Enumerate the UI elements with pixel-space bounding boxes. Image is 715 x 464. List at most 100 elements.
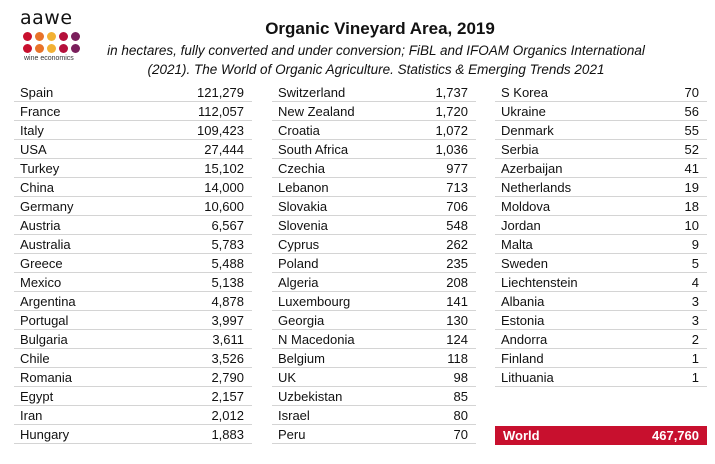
area-value: 2,012 (211, 407, 244, 423)
table-row: Slovakia 706 (272, 197, 476, 216)
country-name: Serbia (501, 141, 539, 157)
country-name: Jordan (501, 217, 541, 233)
table-row: Turkey 15,102 (14, 159, 252, 178)
table-row: Iran 2,012 (14, 406, 252, 425)
table-row: Mexico 5,138 (14, 273, 252, 292)
area-value: 3,526 (211, 350, 244, 366)
country-name: Belgium (278, 350, 325, 366)
country-name: Azerbaijan (501, 160, 563, 176)
area-value: 18 (684, 198, 699, 214)
logo-wordmark: aawe (20, 7, 73, 29)
table-row: Ukraine 56 (495, 102, 707, 121)
table-row: Poland 235 (272, 254, 476, 273)
area-value: 262 (446, 236, 468, 252)
table-row: Georgia 130 (272, 311, 476, 330)
area-value: 27,444 (204, 141, 244, 157)
table-row: Australia 5,783 (14, 235, 252, 254)
country-name: Greece (20, 255, 63, 271)
country-name: Turkey (20, 160, 60, 176)
area-value: 1,720 (435, 103, 468, 119)
area-value: 208 (446, 274, 468, 290)
table-row: South Africa 1,036 (272, 140, 476, 159)
country-name: New Zealand (278, 103, 355, 119)
area-value: 70 (453, 426, 468, 442)
table-row: Malta 9 (495, 235, 707, 254)
area-value: 14,000 (204, 179, 244, 195)
logo-dot (47, 32, 56, 41)
country-name: USA (20, 141, 47, 157)
table-row: Italy 109,423 (14, 121, 252, 140)
logo-dot (59, 32, 68, 41)
area-value: 4 (691, 274, 699, 290)
table-row: Jordan 10 (495, 216, 707, 235)
table-row: Estonia 3 (495, 311, 707, 330)
table-row: Portugal 3,997 (14, 311, 252, 330)
area-value: 41 (684, 160, 699, 176)
area-value: 1,036 (435, 141, 468, 157)
country-name: Poland (278, 255, 319, 271)
area-value: 5 (691, 255, 699, 271)
country-name: Algeria (278, 274, 319, 290)
area-value: 235 (446, 255, 468, 271)
country-name: Israel (278, 407, 310, 423)
country-name: Iran (20, 407, 43, 423)
country-name: Uzbekistan (278, 388, 343, 404)
table-row: UK 98 (272, 368, 476, 387)
area-value: 118 (447, 350, 468, 366)
table-row: Lithuania 1 (495, 368, 707, 387)
aawe-logo: aawe wine economics (20, 8, 90, 62)
logo-dots (23, 32, 90, 53)
area-value: 548 (446, 217, 468, 233)
area-value: 6,567 (211, 217, 244, 233)
logo-dot (35, 44, 44, 53)
country-name: Albania (501, 293, 545, 309)
area-value: 1,072 (435, 122, 468, 138)
area-value: 70 (684, 84, 699, 100)
area-value: 5,783 (211, 236, 244, 252)
country-name: Peru (278, 426, 306, 442)
country-name: Australia (20, 236, 71, 252)
table-row: Croatia 1,072 (272, 121, 476, 140)
table-row: Austria 6,567 (14, 216, 252, 235)
area-value: 52 (684, 141, 699, 157)
world-total-label: World (503, 428, 540, 443)
table-row: Germany 10,600 (14, 197, 252, 216)
chart-title: Organic Vineyard Area, 2019 (265, 19, 495, 38)
table-row: Serbia 52 (495, 140, 707, 159)
world-total-value: 467,760 (652, 428, 699, 443)
table-row: Azerbaijan 41 (495, 159, 707, 178)
table-row: France 112,057 (14, 102, 252, 121)
table-row: Slovenia 548 (272, 216, 476, 235)
logo-dot (71, 32, 80, 41)
table-row: N Macedonia 124 (272, 330, 476, 349)
country-name: Estonia (501, 312, 545, 328)
table-row: Uzbekistan 85 (272, 387, 476, 406)
area-value: 1,737 (435, 84, 468, 100)
table-row: Peru 70 (272, 425, 476, 444)
table-row: Spain 121,279 (14, 83, 252, 102)
country-name: Austria (20, 217, 61, 233)
country-name: Liechtenstein (501, 274, 578, 290)
country-name: Finland (501, 350, 544, 366)
area-value: 1 (691, 369, 699, 385)
area-value: 109,423 (197, 122, 244, 138)
area-value: 2 (691, 331, 699, 347)
table-row: Cyprus 262 (272, 235, 476, 254)
logo-dot (71, 44, 80, 53)
table-row: Czechia 977 (272, 159, 476, 178)
country-name: Malta (501, 236, 533, 252)
area-value: 3 (691, 293, 699, 309)
country-name: Bulgaria (20, 331, 68, 347)
country-name: Netherlands (501, 179, 572, 195)
table-row: Argentina 4,878 (14, 292, 252, 311)
table-row: Switzerland 1,737 (272, 83, 476, 102)
country-name: Andorra (501, 331, 548, 347)
table-row: Netherlands 19 (495, 178, 707, 197)
table-row: Bulgaria 3,611 (14, 330, 252, 349)
area-value: 98 (453, 369, 468, 385)
country-name: Slovakia (278, 198, 328, 214)
area-value: 3 (691, 312, 699, 328)
table-row: Greece 5,488 (14, 254, 252, 273)
table-row: Egypt 2,157 (14, 387, 252, 406)
table-row: Luxembourg 141 (272, 292, 476, 311)
